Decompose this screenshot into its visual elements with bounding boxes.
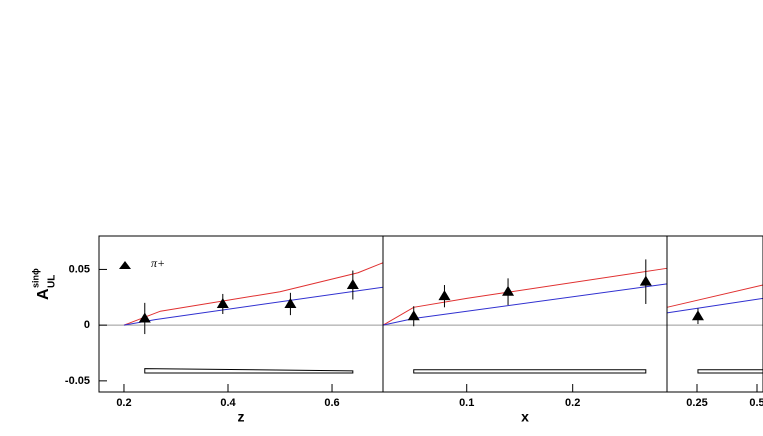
y-label-sub: UL [47,275,58,288]
data-point [502,285,515,296]
x-tick-label: 0.2 [565,397,580,409]
x-axis-label: x [521,409,529,425]
data-point [216,297,229,308]
model-curve [123,286,384,326]
y-tick-label: -0.05 [65,375,90,387]
legend-label: π+ [151,256,165,270]
systematic-band [697,369,763,374]
data-point [691,310,704,321]
axis-frame [666,235,763,393]
x-tick-label: 0.4 [220,397,236,409]
data-point [438,290,451,301]
axis-frame [382,235,668,393]
data-point [639,275,652,286]
systematic-band [413,369,647,374]
x-tick-label: 0.1 [459,397,474,409]
data-point [407,310,420,321]
x-tick-label: 0.25 [686,397,707,409]
axis-frame [98,235,384,393]
y-label-sup: sinϕ [30,268,40,288]
y-axis-label: AUL sinϕ [30,268,57,300]
y-tick-label: 0 [84,319,90,331]
systematic-band [144,368,354,374]
data-point [138,312,151,323]
model-curve [123,262,384,326]
model-curve [666,297,763,314]
y-tick-label: 0.05 [69,263,90,275]
x-tick-label: 0.2 [116,397,131,409]
data-point [346,279,359,290]
model-curve [666,284,763,308]
x-axis-label: z [238,409,245,425]
legend-marker [119,261,131,269]
x-tick-label: 0.5 [749,397,763,409]
x-tick-label: 0.6 [324,397,339,409]
data-point [284,297,297,308]
y-label-main: A [35,288,52,300]
model-curve [382,267,668,326]
